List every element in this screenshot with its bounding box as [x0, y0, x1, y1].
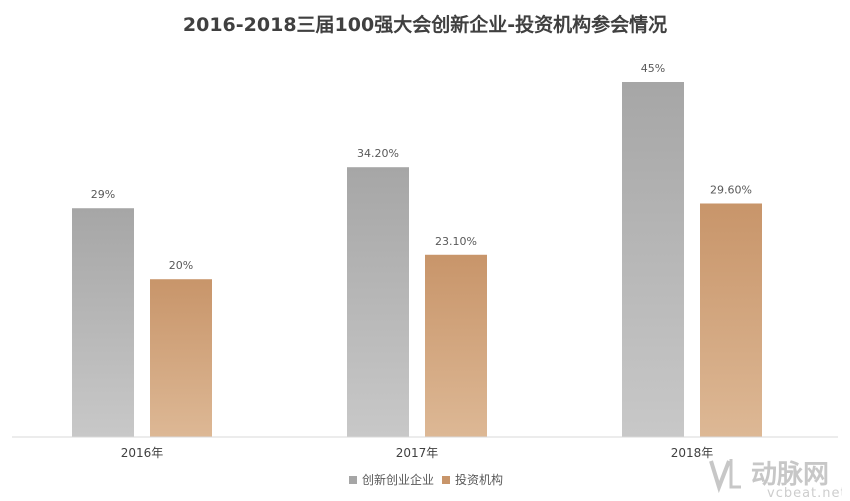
legend: 创新创业企业 投资机构 — [349, 472, 503, 487]
x-tick-label: 2018年 — [671, 446, 714, 460]
x-tick-label: 2016年 — [121, 446, 164, 460]
watermark: 动脉网 vcbeat.net — [707, 453, 842, 499]
legend-swatch — [442, 476, 450, 484]
bar-startup-2018年 — [622, 82, 684, 437]
watermark-brand: 动脉网 — [751, 460, 829, 490]
legend-label: 投资机构 — [455, 472, 503, 487]
chart-title: 2016-2018三届100强大会创新企业-投资机构参会情况 — [182, 14, 668, 36]
bar-startup-2016年 — [72, 208, 134, 437]
data-label: 23.10% — [435, 235, 477, 248]
data-label: 34.20% — [357, 147, 399, 160]
bar-investor-2016年 — [150, 279, 212, 437]
data-label: 29.60% — [710, 183, 752, 196]
legend-swatch — [349, 476, 357, 484]
bar-investor-2018年 — [700, 203, 762, 437]
x-tick-label: 2017年 — [396, 446, 439, 460]
bar-startup-2017年 — [347, 167, 409, 437]
legend-label: 创新创业企业 — [362, 472, 434, 487]
watermark-url: vcbeat.net — [767, 486, 842, 499]
data-label: 45% — [641, 62, 665, 75]
vcbeat-logo-icon — [709, 459, 741, 494]
bar-investor-2017年 — [425, 254, 487, 437]
data-label: 20% — [169, 259, 193, 272]
data-label: 29% — [91, 188, 115, 201]
